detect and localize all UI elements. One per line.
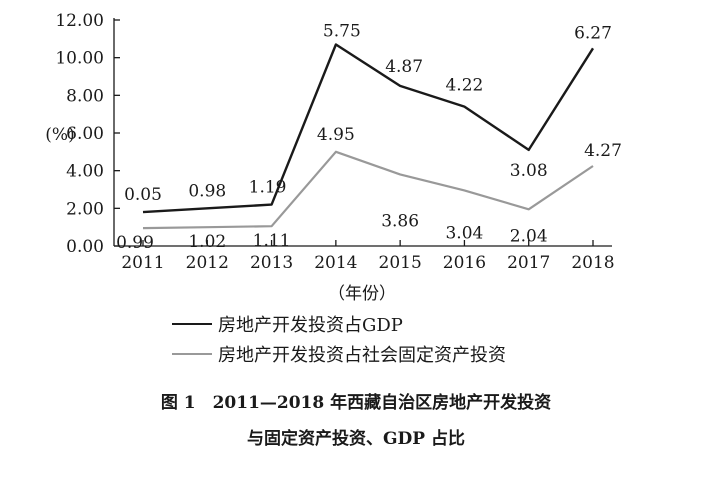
x-tick-label: 2011 [121,253,164,273]
y-tick-label: 10.00 [55,49,104,69]
data-label-gdp: 5.75 [323,21,361,41]
line-chart: 0.00 2.00 4.00 6.00 8.00 10.00 12.00 2011 2012 20… [45,11,622,304]
x-tick-label: 2016 [443,253,486,273]
data-label-fixed-asset: 3.86 [381,211,419,231]
y-tick-label: 12.00 [55,11,104,31]
x-tick-label: 2014 [314,253,357,273]
legend-swatch-fixed-asset [172,353,212,355]
data-label-fixed-asset: 4.95 [317,125,355,145]
figure-caption-line-1: 图 1 2011—2018 年西藏自治区房地产开发投资 [160,393,552,413]
legend-label-gdp: 房地产开发投资占GDP [218,315,403,336]
legend-swatch-gdp [172,323,212,325]
y-axis-label: (%) [45,125,74,145]
data-label-fixed-asset: 3.04 [445,223,483,243]
x-tick-label: 2018 [571,253,614,273]
data-label-gdp: 1.19 [249,178,287,198]
data-label-gdp: 4.22 [445,76,483,96]
series-line-fixed-asset [142,150,594,230]
y-tick-label: 0.00 [66,237,104,257]
data-label-gdp: 6.27 [574,23,612,43]
x-tick-label: 2013 [250,253,293,273]
figure-caption-line-2: 与固定资产投资、GDP 占比 [247,429,465,449]
data-label-fixed-asset: 4.27 [584,141,622,161]
legend-item-fixed-asset: 房地产开发投资占社会固定资产投资 [172,341,506,367]
y-tick-label: 2.00 [66,199,104,219]
data-label-gdp: 3.08 [510,161,548,181]
data-label-fixed-asset: 2.04 [510,226,548,246]
data-label-gdp: 0.05 [124,185,162,205]
y-tick-label: 8.00 [66,86,104,106]
legend-item-gdp: 房地产开发投资占GDP [172,311,403,337]
data-label-fixed-asset: 1.02 [188,232,226,252]
x-tick-label: 2017 [507,253,550,273]
data-label-gdp: 0.98 [188,181,226,201]
legend-label-fixed-asset: 房地产开发投资占社会固定资产投资 [218,345,506,366]
y-tick-label: 6.00 [66,124,104,144]
data-label-fixed-asset: 0.99 [116,233,154,253]
data-label-fixed-asset: 1.11 [253,231,291,251]
x-axis-label: （年份） [328,284,396,304]
x-tick-label: 2015 [379,253,422,273]
x-tick-label: 2012 [186,253,229,273]
y-tick-label: 4.00 [66,162,104,182]
series-line-gdp [142,43,595,214]
data-label-gdp: 4.87 [385,57,423,77]
